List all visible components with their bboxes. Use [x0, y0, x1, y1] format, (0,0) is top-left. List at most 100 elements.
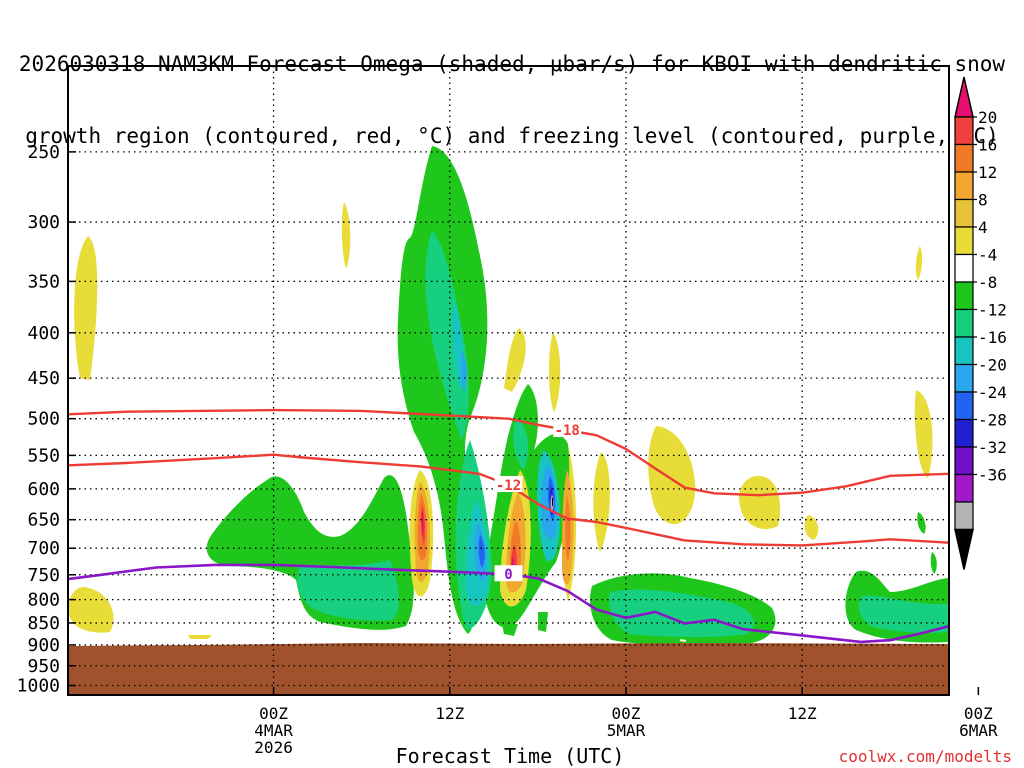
omega-positive-region: [188, 635, 212, 639]
colorbar-bin: [954, 418, 974, 448]
y-axis: 2503003504004505005506006507007508008509…: [17, 142, 76, 696]
y-tick-label: 600: [27, 479, 60, 500]
plot-frame: [67, 65, 950, 696]
terrain-hatch: [339, 638, 687, 642]
omega-positive-region: [548, 332, 561, 412]
omega-ascent-region: [452, 300, 463, 390]
omega-shading: [68, 146, 948, 695]
chart-title: 2026030318 NAM3KM Forecast Omega (shaded…: [0, 4, 1024, 172]
y-tick-label: 800: [27, 590, 60, 611]
colorbar-bin: [954, 363, 974, 393]
x-tick-label: 5MAR: [607, 721, 646, 740]
omega-ascent-region: [538, 612, 548, 632]
colorbar-bin: [954, 226, 974, 256]
colorbar-label: -24: [978, 383, 1007, 402]
colorbar-bin: [954, 171, 974, 201]
contour-layer: -18 -12 0: [68, 408, 949, 644]
omega-ascent-region: [478, 534, 485, 568]
colorbar: 20 16 12 8 4 -4 -8 -12 -16 -20 -24 -28 -32 -36: [954, 76, 1007, 570]
colorbar-bin: [954, 308, 974, 338]
omega-positive-region: [648, 426, 696, 525]
colorbar-bin: [954, 391, 974, 421]
colorbar-label: -4: [978, 246, 997, 265]
x-tick-label: 12Z: [435, 704, 464, 723]
freezing-level-contour-label-bg: [494, 565, 523, 582]
colorbar-label: -32: [978, 438, 1007, 457]
colorbar-label: -28: [978, 411, 1007, 430]
x-tick-label: 12Z: [788, 704, 817, 723]
colorbar-bin: [954, 143, 974, 173]
dgz-contour-label: -18: [555, 423, 580, 439]
omega-positive-region: [804, 515, 819, 540]
y-tick-label: 650: [27, 510, 60, 531]
colorbar-label: 4: [978, 218, 988, 237]
colorbar-bin: [954, 198, 974, 228]
colorbar-bottom-arrow: [954, 528, 974, 570]
dgz-contour-label-bg: [553, 421, 582, 438]
freezing-level-contour: [68, 563, 949, 644]
omega-positive-region: [68, 587, 114, 633]
title-line-2: growth region (contoured, red, °C) and f…: [25, 124, 999, 148]
y-tick-label: 250: [27, 142, 60, 163]
omega-ascent-region: [425, 230, 469, 440]
colorbar-label: 8: [978, 191, 988, 210]
omega-subsidence-column: [565, 496, 571, 562]
omega-ascent-region: [858, 595, 948, 633]
y-tick-label: 350: [27, 271, 60, 292]
omega-subsidence-column: [421, 510, 424, 536]
x-axis-label: Forecast Time (UTC): [395, 744, 625, 768]
dgz-contour-label: -12: [496, 478, 521, 494]
y-tick-label: 450: [27, 368, 60, 389]
colorbar-bin: [954, 336, 974, 366]
freezing-level-contour-label: 0: [504, 567, 512, 583]
colorbar-top-arrow: [954, 76, 974, 118]
colorbar-bin: [954, 253, 974, 283]
omega-ascent-region: [930, 552, 937, 574]
omega-ascent-region: [513, 418, 529, 470]
dgz-contour-label-bg: [494, 476, 523, 493]
x-tick-label: 00Z: [259, 704, 288, 723]
title-line-1: 2026030318 NAM3KM Forecast Omega (shaded…: [18, 52, 1006, 76]
terrain-fill: [68, 643, 948, 695]
x-tick-label: 4MAR: [254, 721, 293, 740]
omega-ascent-region: [552, 498, 553, 506]
x-tick-label: 00Z: [612, 704, 641, 723]
colorbar-label: 12: [978, 163, 997, 182]
colorbar-label: -16: [978, 328, 1007, 347]
y-tick-label: 700: [27, 538, 60, 559]
omega-ascent-region: [502, 624, 518, 636]
colorbar-label: -8: [978, 273, 997, 292]
y-tick-label: 300: [27, 212, 60, 233]
colorbar-label: 16: [978, 136, 997, 155]
omega-positive-region: [914, 390, 933, 478]
colorbar-bin: [954, 281, 974, 311]
omega-ascent-region: [917, 512, 926, 534]
colorbar-label: -20: [978, 356, 1007, 375]
y-tick-label: 850: [27, 613, 60, 634]
omega-positive-region: [915, 246, 923, 280]
colorbar-bin: [954, 501, 974, 531]
colorbar-bin: [954, 116, 974, 146]
colorbar-label: -36: [978, 466, 1007, 485]
x-tick-label: 00Z: [964, 704, 993, 723]
y-tick-label: 900: [27, 635, 60, 656]
omega-positive-region: [341, 202, 351, 268]
colorbar-bin: [954, 446, 974, 476]
colorbar-label: 20: [978, 108, 997, 127]
omega-positive-region: [738, 475, 781, 530]
dgz-contour: [68, 408, 949, 497]
omega-positive-region: [74, 236, 98, 380]
x-tick-label: 2026: [254, 738, 293, 757]
y-tick-label: 1000: [17, 675, 60, 696]
watermark: coolwx.com/modelts: [838, 747, 1012, 766]
x-tick-label: 6MAR: [959, 721, 998, 740]
omega-ascent-region: [297, 560, 399, 621]
dgz-contour: [68, 453, 949, 547]
colorbar-label: -12: [978, 301, 1007, 320]
omega-positive-region: [504, 328, 526, 392]
omega-positive-region: [593, 452, 610, 552]
y-tick-label: 950: [27, 656, 60, 677]
omega-ascent-region: [608, 589, 754, 637]
